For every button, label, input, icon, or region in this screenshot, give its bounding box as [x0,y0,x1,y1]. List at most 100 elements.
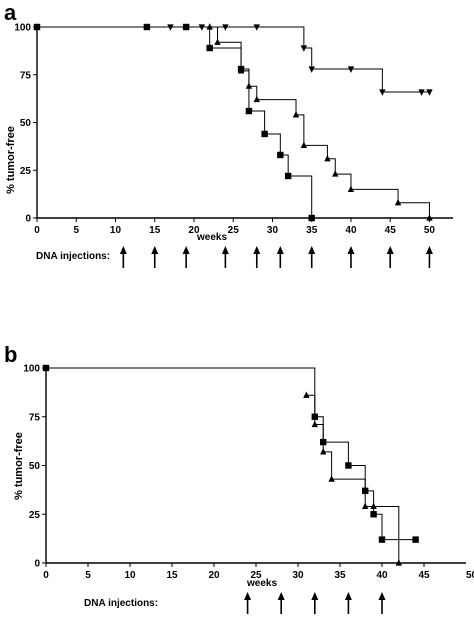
panel-b-series-triangle-up-line [306,394,400,563]
panel-a-x-tick-label: 15 [149,225,161,236]
panel-a-injection-arrow-head [182,246,190,254]
panel-a-plot-area: 0 25 50 75 100 0 5 10 15 20 25 30 35 40 45 50 [14,23,453,268]
panel-b-letter: b [4,342,17,367]
panel-b-x-tick-label: 15 [166,570,178,581]
panel-b-series-triangle-up-point [370,502,377,510]
panel-b-x-tick-label: 0 [43,570,49,581]
panel-a-x-tick-label: 5 [73,225,79,236]
panel-a-injection-arrow-head [425,246,433,254]
panel-a-x-tick-label: 20 [188,225,200,236]
panel-a-series-triangle-up-point [347,185,355,192]
panel-a-series-triangle-down-point [222,24,229,31]
panel-a-series-square-point [261,130,268,138]
panel-b-x-tick-label: 25 [250,570,262,581]
panel-a-letter: a [4,0,17,25]
panel-a-x-axis-label: weeks [196,232,227,243]
panel-a-injection-arrow-head [276,246,284,254]
panel-a-x-tick-label: 0 [34,225,40,236]
panel-b-x-tick-label: 5 [85,570,91,581]
panel-a-y-tick-label: 50 [20,118,32,129]
panel-a-y-tick-label: 100 [14,23,31,34]
panel-b-y-tick-label: 75 [29,412,41,423]
panel-a-series-triangle-down-point [300,45,308,52]
panel-a-series-triangle-up-point [214,38,221,45]
panel-a-x-tick-label: 25 [228,225,240,236]
panel-b-series-triangle-up-point [362,502,369,510]
panel-b-y-tick-label: 100 [23,364,40,375]
panel-b: b % tumor-free weeks DNA injections: 0 25… [4,342,474,614]
panel-a-injection-label: DNA injections: [36,251,110,262]
panel-a-series-triangle-up-point [253,95,260,103]
panel-a-injection-arrow-head [253,246,261,254]
panel-a-injection-arrow-head [151,246,159,254]
panel-b-x-tick-label: 30 [292,570,304,581]
panel-b-series-triangle-up-point [303,391,310,398]
panel-b-injection-arrow-head [378,592,386,600]
panel-a-series-triangle-up-point [426,214,433,221]
panel-a-series-triangle-down-point [379,89,386,96]
panel-b-injection-arrow-head [311,592,319,600]
panel-b-series-triangle-up-point [395,559,402,566]
panel-a-injection-arrow-head [386,246,394,254]
panel-a-y-tick-label: 75 [20,70,32,81]
panel-a-x-tick-label: 45 [385,225,397,236]
panel-a-injection-arrow-head [308,246,316,254]
panel-a-series-triangle-down-point [426,89,433,96]
panel-a-x-tick-label: 30 [267,225,279,236]
panel-b-series-square-point [370,511,377,518]
panel-a-series-triangle-down-point [253,24,260,31]
panel-b-series-square-point [345,462,352,469]
panel-b-x-axis-label: weeks [246,578,277,589]
panel-b-x-tick-label: 10 [124,570,136,581]
panel-a-series-square-point [284,172,292,180]
panel-a-series-triangle-down-point [347,66,355,73]
panel-b-x-tick-label: 45 [418,570,430,581]
panel-a-series-triangle-down-point [198,24,206,31]
panel-b-y-axis-label: % tumor-free [13,432,25,500]
panel-a-series-triangle-down-point [167,24,174,31]
panel-a-series-square-point [245,107,253,115]
panel-b-injection-arrow-head [277,592,285,600]
panel-b-injection-arrow-head [344,592,352,600]
panel-b-injection-label: DNA injections: [84,598,158,609]
panel-a-series-triangle-up-line [37,26,430,218]
panel-a-series-square-point [143,23,151,31]
panel-a-series-triangle-up-point [394,198,402,206]
panel-a-series-square-point [33,23,41,31]
panel-b-plot-area: 0 25 50 75 100 0 5 10 15 20 25 30 35 40 45 50 [23,364,474,614]
panel-a-series-square-point [277,151,284,159]
panel-a-y-tick-label: 0 [25,214,31,225]
panel-a-series-triangle-down-point [308,66,315,73]
panel-b-y-tick-label: 0 [34,559,40,570]
panel-a-series-triangle-up-point [324,154,331,162]
panel-a-series-triangle-down-point [418,89,425,96]
panel-b-x-tick-label: 40 [376,570,388,581]
panel-b-series-square-point [412,536,419,543]
panel-b-series-square-point [378,536,386,543]
panel-b-series-square-line [46,367,416,541]
panel-b-x-tick-label-clipped: 50 [466,570,474,581]
panel-a-x-tick-label: 50 [424,225,436,236]
panel-a-injection-arrow-head [347,246,355,254]
panel-a-x-tick-label: 10 [110,225,122,236]
panel-b-y-tick-label: 50 [29,461,41,472]
panel-a-series-square-point [237,65,245,73]
panel-a-series-triangle-down-line [37,26,430,93]
panel-b-injection-arrow-head [244,592,252,600]
panel-b-series-triangle-up-point [311,420,318,428]
panel-b-series-triangle-up-point [328,475,335,482]
panel-a-series-square-point [182,23,190,31]
panel-a-x-tick-label: 40 [345,225,357,236]
panel-a-y-tick-label: 25 [20,166,32,177]
panel-a-series-triangle-up-point [206,23,213,30]
panel-b-y-tick-label: 25 [29,510,41,521]
panel-a-injection-arrow-head [221,246,229,254]
panel-a-series-triangle-up-point [300,141,308,149]
panel-a-series-square-point [308,214,315,222]
panel-b-x-tick-label: 20 [208,570,220,581]
panel-a-x-tick-label: 35 [306,225,318,236]
panel-a-injection-arrow-head [119,246,127,254]
panel-a-series-square-point [206,44,213,52]
panel-b-x-tick-label: 35 [334,570,346,581]
